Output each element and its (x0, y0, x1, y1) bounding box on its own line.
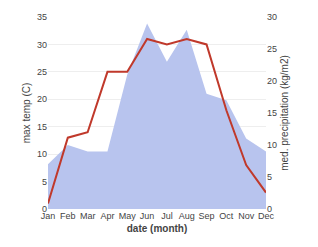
svg-text:Feb: Feb (60, 211, 76, 221)
svg-text:Jan: Jan (41, 211, 56, 221)
svg-text:Apr: Apr (100, 211, 114, 221)
svg-text:35: 35 (37, 12, 47, 22)
svg-text:max temp (C): max temp (C) (21, 83, 32, 144)
svg-text:25: 25 (267, 44, 277, 54)
svg-text:Jul: Jul (161, 211, 173, 221)
svg-text:20: 20 (37, 94, 47, 104)
svg-text:Oct: Oct (219, 211, 234, 221)
svg-text:Dec: Dec (258, 211, 275, 221)
svg-text:Jun: Jun (140, 211, 155, 221)
svg-text:May: May (119, 211, 137, 221)
svg-text:0: 0 (267, 204, 272, 214)
svg-text:date (month): date (month) (127, 223, 188, 234)
svg-text:10: 10 (37, 149, 47, 159)
svg-text:25: 25 (37, 67, 47, 77)
svg-text:10: 10 (267, 140, 277, 150)
svg-text:5: 5 (42, 177, 47, 187)
svg-text:0: 0 (42, 204, 47, 214)
svg-text:med. precipitation (kg/m2): med. precipitation (kg/m2) (279, 55, 290, 171)
svg-text:Aug: Aug (179, 211, 195, 221)
svg-text:15: 15 (37, 122, 47, 132)
svg-text:15: 15 (267, 108, 277, 118)
svg-text:30: 30 (37, 40, 47, 50)
svg-text:Nov: Nov (238, 211, 255, 221)
svg-text:30: 30 (267, 12, 277, 22)
svg-text:Sep: Sep (199, 211, 215, 221)
svg-text:5: 5 (267, 172, 272, 182)
svg-text:Mar: Mar (80, 211, 96, 221)
svg-text:20: 20 (267, 76, 277, 86)
